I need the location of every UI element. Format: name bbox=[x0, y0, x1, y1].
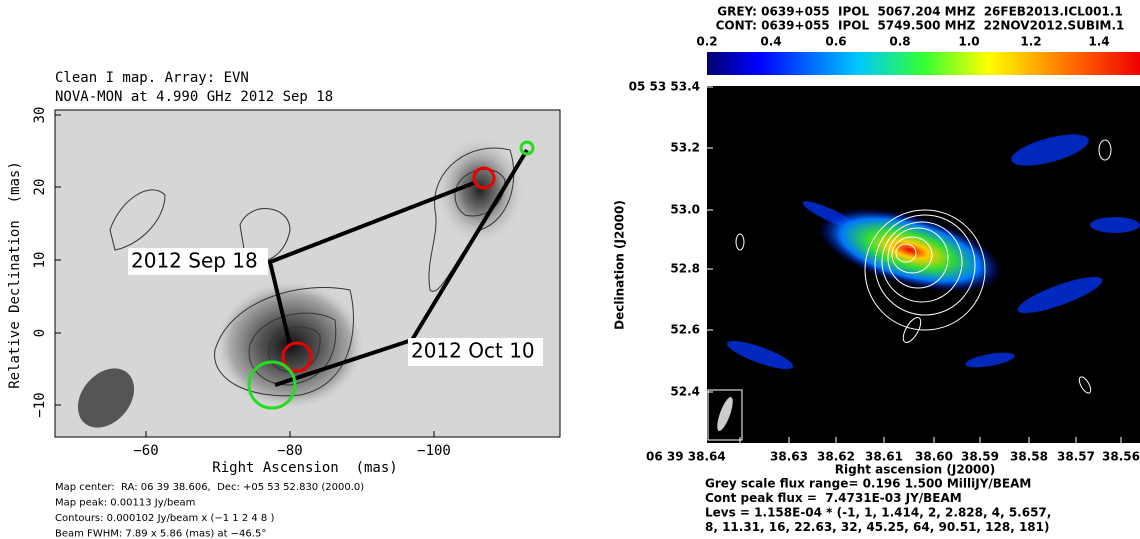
y-axis-label: Relative Declination (mas) bbox=[7, 161, 23, 389]
x-tick-label: 38.57 bbox=[1057, 450, 1095, 464]
footer-line: Grey scale flux range= 0.196 1.500 Milli… bbox=[705, 477, 1031, 491]
colorbar-tick-label: 1.4 bbox=[1088, 35, 1109, 49]
x-tick-label: −100 bbox=[417, 443, 451, 459]
colorbar-tick-label: 0.8 bbox=[889, 35, 910, 49]
x-tick-label: 38.58 bbox=[1010, 450, 1048, 464]
header: GREY: 0639+055 IPOL 5067.204 MHZ 26FEB20… bbox=[717, 5, 1123, 19]
annotation-box bbox=[408, 338, 543, 366]
header: CONT: 0639+055 IPOL 5749.500 MHZ 22NOV20… bbox=[716, 19, 1125, 33]
y-tick-label: 53.2 bbox=[670, 141, 700, 155]
y-tick-label: −10 bbox=[32, 392, 48, 417]
right-panel: GREY: 0639+055 IPOL 5067.204 MHZ 26FEB20… bbox=[613, 5, 1140, 534]
contours bbox=[735, 139, 1112, 394]
beam bbox=[77, 368, 135, 428]
core-emission bbox=[817, 208, 1003, 292]
x-axis-label: Right Ascension (mas) bbox=[212, 460, 397, 476]
y-tick-label: 05 53 53.4 bbox=[629, 80, 700, 94]
beam-box bbox=[707, 389, 743, 441]
y-tick-label: 20 bbox=[32, 179, 48, 196]
left-panel: Clean I map. Array: EVN NOVA-MON at 4.99… bbox=[7, 70, 561, 539]
x-tick-label: 38.61 bbox=[865, 450, 903, 464]
x-tick-label: 06 39 38.64 bbox=[646, 450, 726, 464]
position-circles bbox=[247, 140, 535, 410]
x-tick-label: −60 bbox=[133, 443, 158, 459]
x-tick-label: −80 bbox=[277, 443, 302, 459]
annotation: 2012 Sep 18 bbox=[131, 249, 258, 273]
colorbar-tick-label: 0.2 bbox=[696, 35, 717, 49]
colorbar-tick-label: 0.6 bbox=[825, 35, 846, 49]
beam bbox=[717, 396, 733, 432]
blue-streaks bbox=[726, 134, 1140, 370]
colorbar-tick-label: 0.4 bbox=[760, 35, 781, 49]
x-tick-label: 38.63 bbox=[770, 450, 808, 464]
y-tick-label: 30 bbox=[32, 107, 48, 124]
y-tick-label: 10 bbox=[32, 252, 48, 269]
annotation-box bbox=[128, 248, 268, 275]
title: Clean I map. Array: EVN bbox=[55, 70, 249, 86]
y-tick-label: 52.8 bbox=[670, 262, 700, 276]
footer-line: Map center: RA: 06 39 38.606, Dec: +05 5… bbox=[55, 482, 364, 493]
colorbar-tick-label: 1.0 bbox=[958, 35, 979, 49]
footer-line: Cont peak flux = 7.4731E-03 JY/BEAM bbox=[705, 491, 962, 505]
contours bbox=[109, 147, 515, 397]
x-tick-label: 38.56 bbox=[1102, 450, 1140, 464]
y-tick-label: 52.4 bbox=[670, 385, 700, 399]
footer-line: Map peak: 0.00113 Jy/beam bbox=[55, 498, 195, 509]
x-tick-label: 38.59 bbox=[961, 450, 999, 464]
y-tick-label: 53.0 bbox=[670, 203, 700, 217]
x-tick-label: 38.60 bbox=[915, 450, 953, 464]
x-axis-label: Right ascension (J2000) bbox=[835, 463, 996, 477]
footer-line: Levs = 1.158E-04 * (-1, 1, 1.414, 2, 2.8… bbox=[705, 506, 1051, 520]
colorbar bbox=[707, 52, 1140, 75]
subtitle: NOVA-MON at 4.990 GHz 2012 Sep 18 bbox=[55, 89, 333, 105]
knot-emission bbox=[435, 135, 525, 245]
annotation: 2012 Oct 10 bbox=[411, 339, 535, 363]
footer-line: Contours: 0.000102 Jy/beam x (−1 1 2 4 8… bbox=[55, 513, 274, 524]
y-tick-label: 52.6 bbox=[670, 323, 700, 337]
footer-line: 8, 11.31, 16, 22.63, 32, 45.25, 64, 90.5… bbox=[705, 520, 1049, 534]
footer-line: Beam FWHM: 7.89 x 5.86 (mas) at −46.5° bbox=[55, 529, 266, 539]
colorbar-tick-label: 1.2 bbox=[1020, 35, 1041, 49]
y-axis-label: Declination (J2000) bbox=[613, 200, 627, 330]
y-tick-label: 0 bbox=[32, 329, 48, 337]
x-tick-label: 38.62 bbox=[817, 450, 855, 464]
